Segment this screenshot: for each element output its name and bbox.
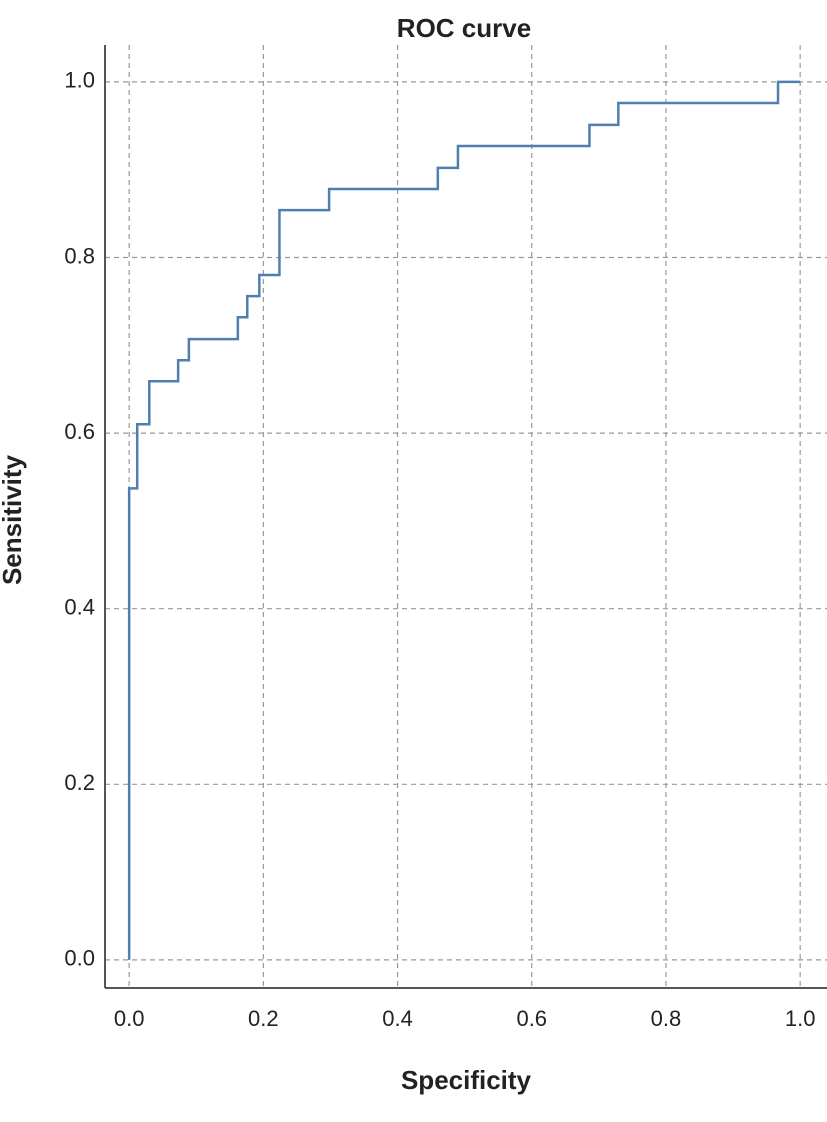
x-tick-label: 0.6	[516, 1006, 547, 1031]
x-tick-label: 0.8	[651, 1006, 682, 1031]
y-tick-label: 0.8	[64, 243, 95, 268]
x-axis-title: Specificity	[401, 1065, 532, 1095]
x-tick-label: 0.2	[248, 1006, 279, 1031]
x-tick-label: 1.0	[785, 1006, 816, 1031]
y-tick-label: 1.0	[64, 68, 95, 93]
x-tick-label: 0.0	[114, 1006, 145, 1031]
y-tick-label: 0.6	[64, 419, 95, 444]
x-tick-label: 0.4	[382, 1006, 413, 1031]
y-tick-label: 0.4	[64, 595, 95, 620]
roc-line	[127, 80, 801, 960]
y-tick-label: 0.2	[64, 770, 95, 795]
y-tick-label: 0.0	[64, 946, 95, 971]
y-axis-title: Sensitivity	[0, 454, 27, 585]
chart-title: ROC curve	[397, 13, 531, 43]
